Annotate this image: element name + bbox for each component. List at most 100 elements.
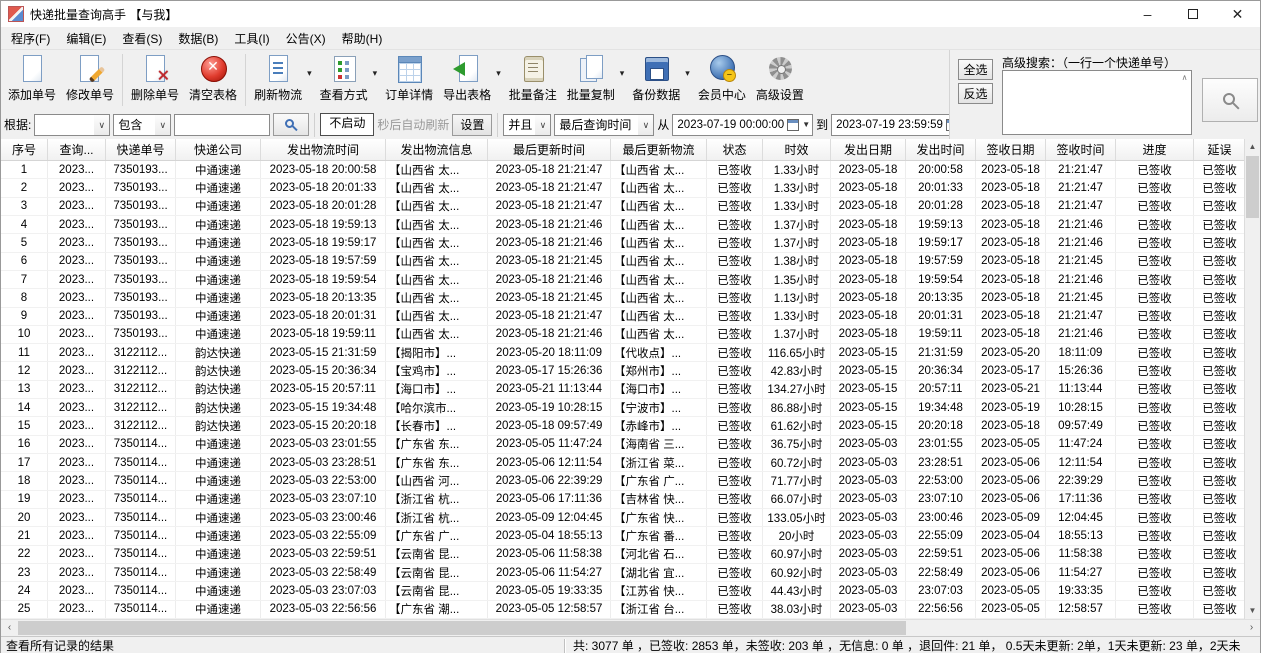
advanced-search-button[interactable]	[1202, 78, 1258, 122]
vertical-scrollbar[interactable]: ▲ ▼	[1244, 139, 1260, 619]
filter-match-select[interactable]: 包含 ∨	[113, 113, 172, 136]
member-center-button[interactable]: 会员中心	[693, 52, 751, 104]
auto-refresh-settings-button[interactable]: 设置	[452, 113, 493, 136]
scroll-down-icon[interactable]: ▼	[1248, 606, 1257, 615]
table-cell: 7350193...	[106, 197, 176, 215]
filter-field-select[interactable]: ∨	[34, 113, 111, 136]
horizontal-scrollbar[interactable]: ‹ ›	[1, 619, 1260, 636]
dropdown-arrow-icon[interactable]: ▾	[307, 68, 312, 78]
to-datetime-picker[interactable]: 2023-07-19 23:59:59 ▼	[831, 113, 949, 136]
advanced-settings-button[interactable]: 高级设置	[751, 52, 809, 104]
column-header[interactable]: 发出时间	[906, 139, 976, 160]
advanced-search-textarea[interactable]	[1003, 71, 1191, 134]
dropdown-arrow-icon[interactable]: ▾	[685, 68, 690, 78]
scroll-up-icon[interactable]: ∧	[1181, 73, 1188, 82]
menu-item[interactable]: 工具(I)	[234, 31, 270, 46]
toolbar-button-label: 修改单号	[66, 88, 115, 102]
column-header[interactable]: 进度	[1116, 139, 1194, 160]
table-row[interactable]: 4 2023... 7350193... 中通速递 2023-05-18 19:59:1…	[1, 215, 1244, 235]
column-header[interactable]: 快递公司	[176, 139, 261, 160]
backup-data-button[interactable]: 备份数据	[627, 52, 685, 104]
filter-search-button[interactable]	[273, 113, 310, 136]
filter-time-field-select[interactable]: 最后查询时间 ∨	[554, 113, 655, 136]
table-row[interactable]: 18 2023... 7350114... 中通速递 2023-05-03 22:53:…	[1, 472, 1244, 491]
table-row[interactable]: 7 2023... 7350193... 中通速递 2023-05-18 19:59:5…	[1, 270, 1244, 290]
table-cell: 2023...	[48, 582, 106, 600]
menu-item[interactable]: 公告(X)	[285, 31, 326, 46]
table-row[interactable]: 22 2023... 7350114... 中通速递 2023-05-03 22:59:…	[1, 545, 1244, 564]
menu-item[interactable]: 帮助(H)	[341, 31, 383, 46]
table-row[interactable]: 2 2023... 7350193... 中通速递 2023-05-18 20:01:3…	[1, 179, 1244, 198]
table-row[interactable]: 21 2023... 7350114... 中通速递 2023-05-03 22:55:…	[1, 527, 1244, 546]
table-row[interactable]: 8 2023... 7350193... 中通速递 2023-05-18 20:13:3…	[1, 289, 1244, 308]
table-cell: 已签收	[1116, 197, 1194, 215]
table-row[interactable]: 6 2023... 7350193... 中通速递 2023-05-18 19:57:5…	[1, 252, 1244, 271]
batch-note-button[interactable]: 批量备注	[504, 52, 562, 104]
scroll-up-icon[interactable]: ▲	[1248, 142, 1257, 151]
select-all-button[interactable]: 全选	[958, 59, 993, 80]
menu-item[interactable]: 查看(S)	[122, 31, 163, 46]
menu-item[interactable]: 程序(F)	[11, 31, 51, 46]
scroll-left-icon[interactable]: ‹	[7, 622, 12, 633]
table-cell: 4	[1, 215, 48, 234]
column-header[interactable]: 签收时间	[1046, 139, 1116, 160]
column-header[interactable]: 时效	[763, 139, 831, 160]
column-header[interactable]: 发出日期	[831, 139, 906, 160]
table-row[interactable]: 14 2023... 3122112... 韵达快递 2023-05-15 19:34:…	[1, 399, 1244, 418]
column-header[interactable]: 状态	[707, 139, 763, 160]
auto-refresh-toggle-button[interactable]: 不启动	[320, 113, 375, 136]
close-button[interactable]: ✕	[1231, 5, 1244, 22]
table-cell: 韵达快递	[176, 380, 261, 399]
from-datetime-picker[interactable]: 2023-07-19 00:00:00 ▼	[672, 113, 814, 136]
table-row[interactable]: 19 2023... 7350114... 中通速递 2023-05-03 23:07:…	[1, 490, 1244, 509]
view-mode-button[interactable]: 查看方式	[315, 52, 373, 104]
maximize-button[interactable]	[1170, 1, 1215, 27]
dropdown-arrow-icon[interactable]: ▾	[372, 68, 378, 78]
horizontal-scrollbar-thumb[interactable]	[18, 621, 906, 635]
order-detail-button[interactable]: 订单详情	[380, 52, 438, 104]
column-header[interactable]: 最后更新时间	[488, 139, 611, 160]
delete-order-button[interactable]: 删除单号	[126, 52, 184, 104]
scroll-right-icon[interactable]: ›	[1249, 622, 1254, 633]
table-row[interactable]: 15 2023... 3122112... 韵达快递 2023-05-15 20:20:…	[1, 417, 1244, 436]
filter-logic-select[interactable]: 并且 ∨	[503, 113, 552, 136]
column-header[interactable]: 最后更新物流	[611, 139, 707, 160]
menu-item[interactable]: 数据(B)	[178, 31, 219, 46]
table-row[interactable]: 17 2023... 7350114... 中通速递 2023-05-03 23:28:…	[1, 454, 1244, 473]
column-header[interactable]: 发出物流时间	[261, 139, 386, 160]
column-header[interactable]: 查询...	[48, 139, 106, 160]
clear-table-button[interactable]: 清空表格	[184, 52, 242, 104]
table-row[interactable]: 5 2023... 7350193... 中通速递 2023-05-18 19:59:1…	[1, 234, 1244, 253]
add-order-button[interactable]: 添加单号	[3, 52, 61, 104]
table-row[interactable]: 1 2023... 7350193... 中通速递 2023-05-18 20:00:5…	[1, 161, 1244, 180]
column-header[interactable]: 序号	[1, 139, 48, 160]
refresh-logistics-button[interactable]: 刷新物流	[249, 52, 307, 104]
table-cell: 已签收	[707, 325, 763, 344]
add-order-icon	[16, 53, 48, 85]
filter-keyword-input[interactable]	[174, 113, 271, 136]
table-row[interactable]: 3 2023... 7350193... 中通速递 2023-05-18 20:01:2…	[1, 197, 1244, 216]
batch-copy-button[interactable]: 批量复制	[562, 52, 620, 104]
table-row[interactable]: 13 2023... 3122112... 韵达快递 2023-05-15 20:57:…	[1, 380, 1244, 400]
table-row[interactable]: 20 2023... 7350114... 中通速递 2023-05-03 23:00:…	[1, 508, 1244, 528]
table-row[interactable]: 12 2023... 3122112... 韵达快递 2023-05-15 20:36:…	[1, 362, 1244, 381]
table-row[interactable]: 25 2023... 7350114... 中通速递 2023-05-03 22:56:…	[1, 600, 1244, 619]
vertical-scrollbar-thumb[interactable]	[1246, 156, 1259, 218]
column-header[interactable]: 签收日期	[976, 139, 1046, 160]
table-row[interactable]: 23 2023... 7350114... 中通速递 2023-05-03 22:58:…	[1, 563, 1244, 583]
table-row[interactable]: 24 2023... 7350114... 中通速递 2023-05-03 23:07:…	[1, 582, 1244, 601]
column-header[interactable]: 快递单号	[106, 139, 176, 160]
export-table-button[interactable]: 导出表格	[438, 52, 496, 104]
table-row[interactable]: 11 2023... 3122112... 韵达快递 2023-05-15 21:31:…	[1, 344, 1244, 363]
invert-selection-button[interactable]: 反选	[958, 83, 993, 104]
table-row[interactable]: 16 2023... 7350114... 中通速递 2023-05-03 23:01:…	[1, 435, 1244, 454]
minimize-button[interactable]: –	[1143, 6, 1152, 22]
column-header[interactable]: 发出物流信息	[386, 139, 488, 160]
menu-item[interactable]: 编辑(E)	[66, 31, 107, 46]
edit-order-button[interactable]: 修改单号	[61, 52, 119, 104]
table-row[interactable]: 9 2023... 7350193... 中通速递 2023-05-18 20:01:3…	[1, 307, 1244, 326]
dropdown-arrow-icon[interactable]: ▾	[619, 68, 625, 78]
dropdown-arrow-icon[interactable]: ▾	[496, 68, 501, 78]
table-row[interactable]: 10 2023... 7350193... 中通速递 2023-05-18 19:59:…	[1, 325, 1244, 345]
column-header[interactable]: 延误	[1194, 139, 1246, 160]
